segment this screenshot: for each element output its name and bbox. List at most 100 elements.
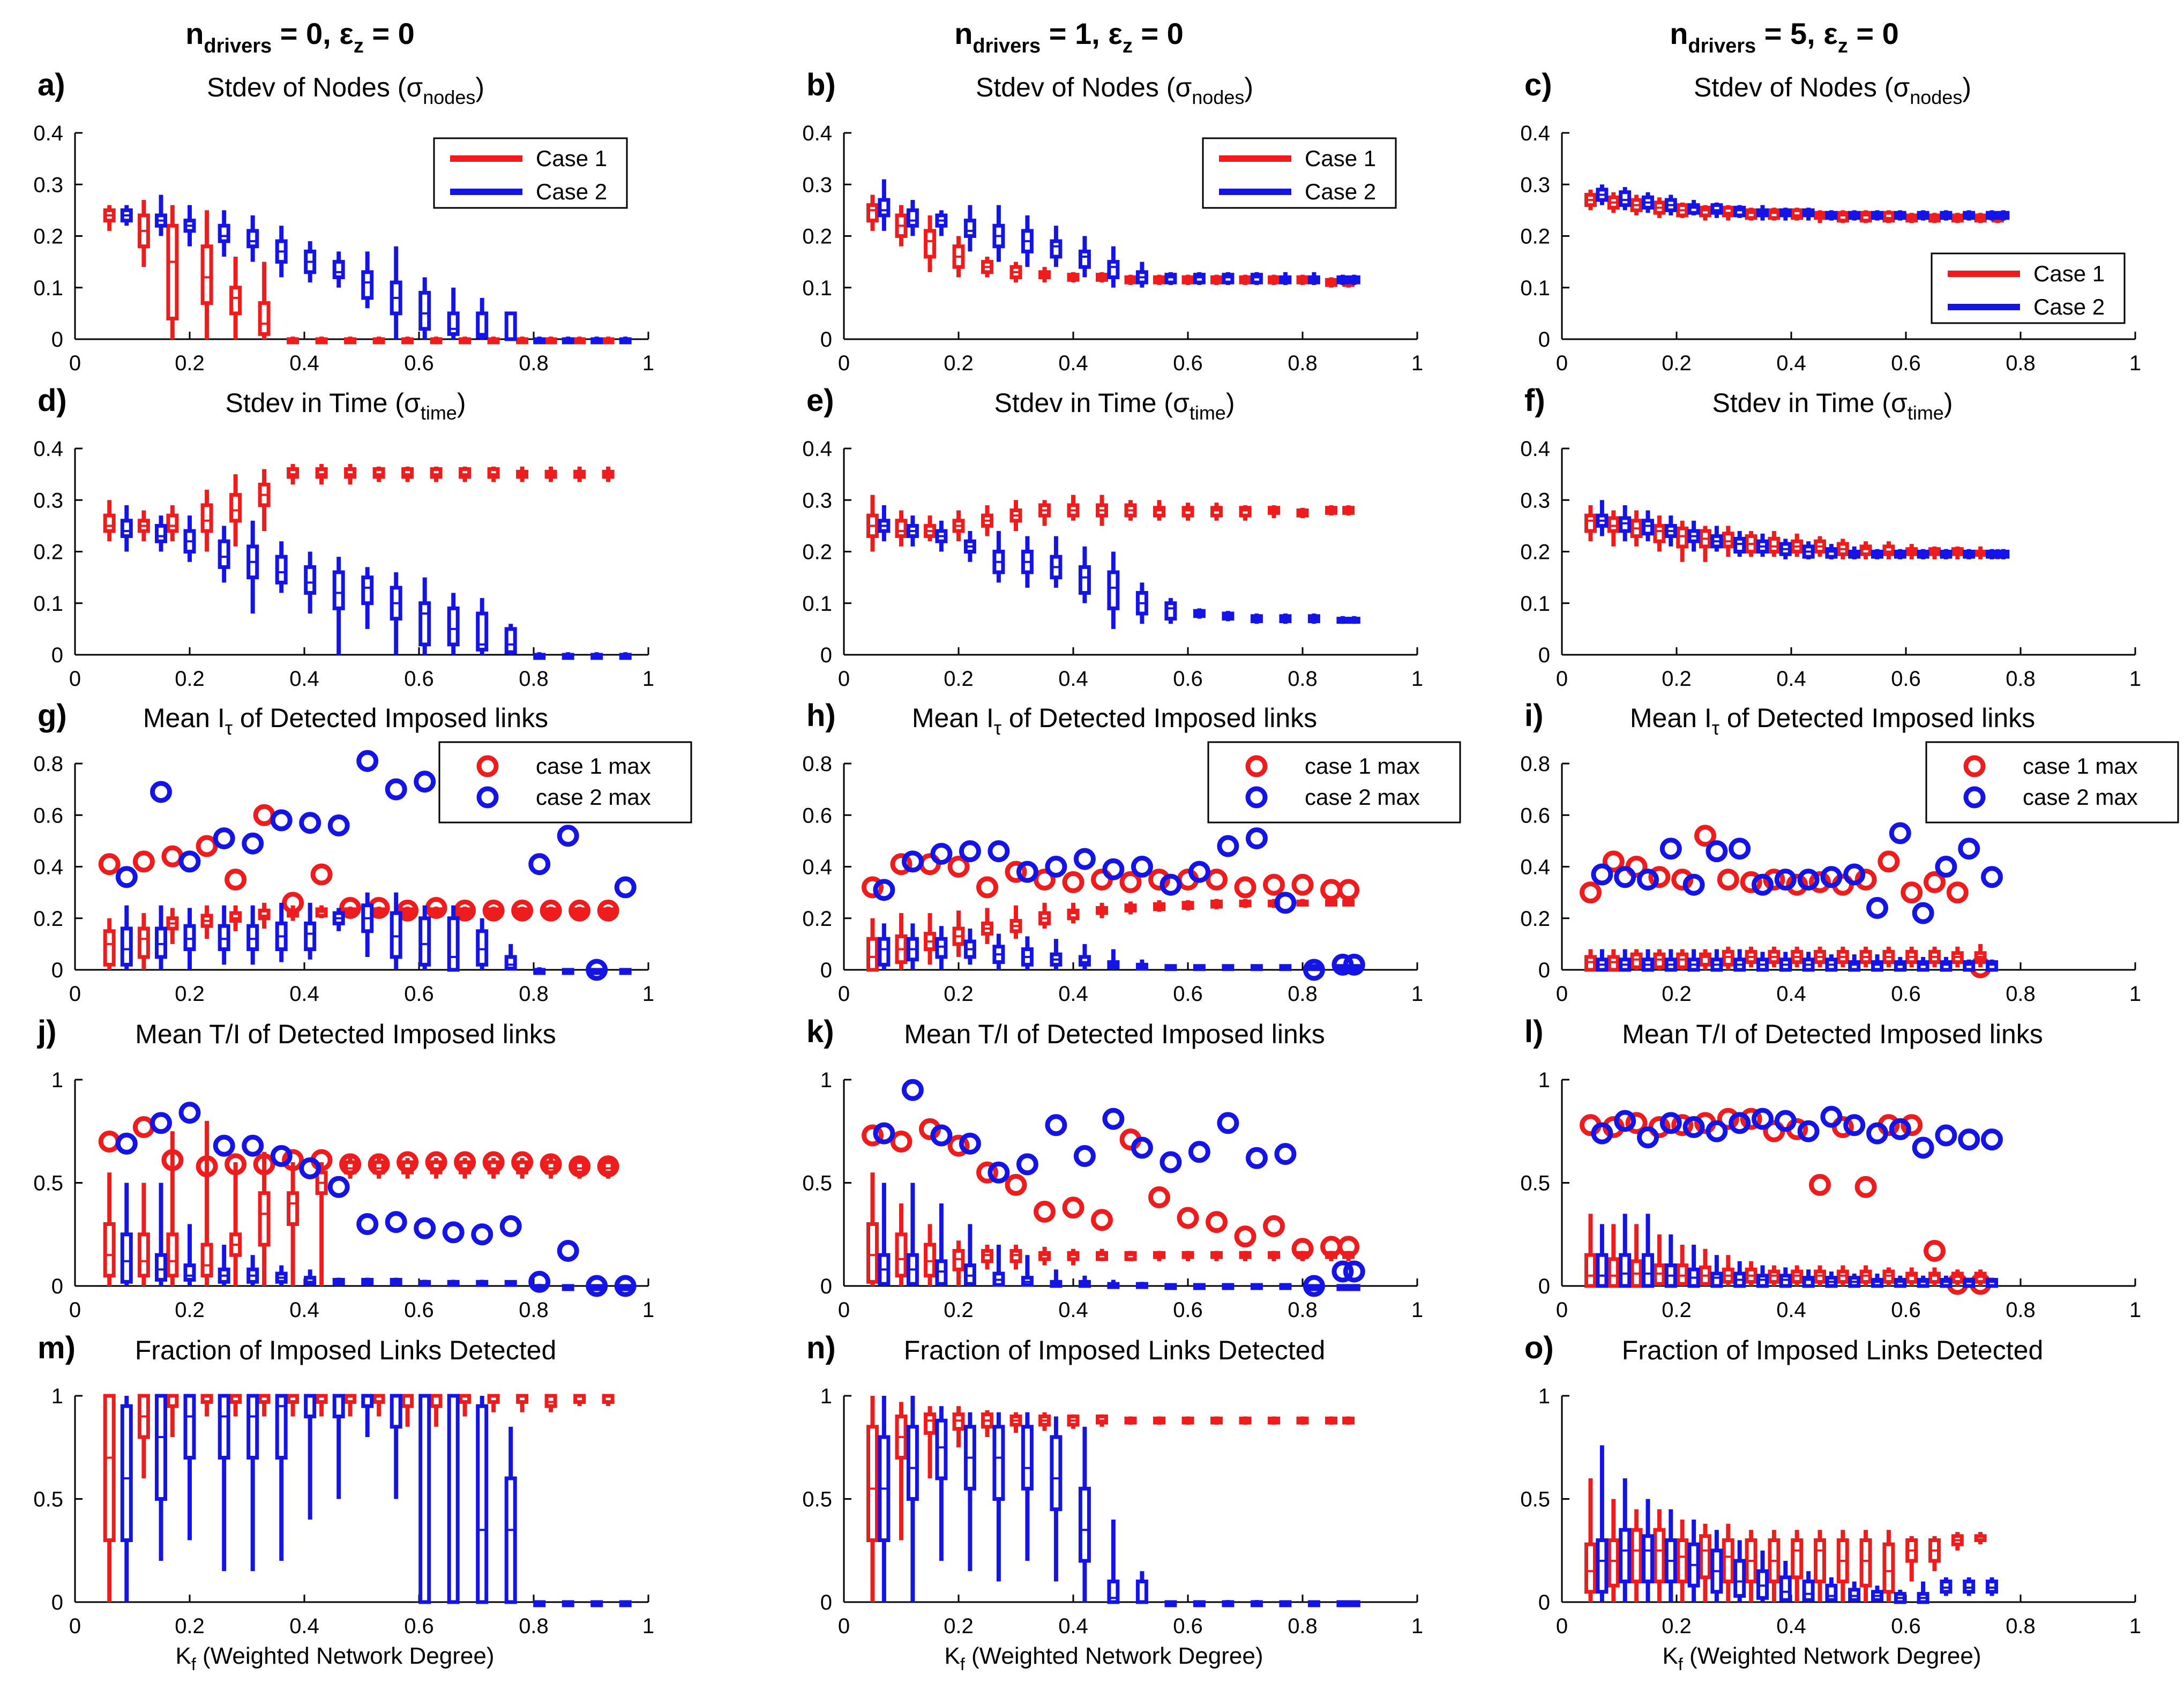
box-mark [1153, 274, 1165, 285]
series-case-1 [866, 1396, 1355, 1602]
box-mark [1687, 200, 1700, 215]
box-mark [1745, 1530, 1757, 1602]
box-mark [1699, 949, 1711, 970]
box [1021, 1425, 1034, 1491]
box-mark [1239, 899, 1252, 908]
x-tick-label: 0.8 [1288, 667, 1318, 691]
legend-label: Case 2 [2033, 294, 2105, 319]
box-mark [258, 469, 271, 531]
box-mark [1164, 598, 1177, 624]
box-mark [1768, 946, 1781, 968]
box-mark [246, 1255, 259, 1286]
box [304, 565, 317, 595]
box-mark [1124, 274, 1137, 285]
box-mark [1630, 1224, 1643, 1288]
box-mark [1928, 213, 1941, 223]
max-point [1337, 879, 1360, 901]
max-point [1005, 861, 1027, 883]
y-tick-label: 0.1 [802, 276, 832, 300]
box-mark [1664, 515, 1677, 547]
box-mark [544, 466, 557, 482]
box-mark [1342, 1416, 1355, 1425]
box-mark [361, 1394, 374, 1437]
x-tick-label: 0.4 [1058, 351, 1088, 375]
box [1687, 203, 1700, 215]
box [1107, 570, 1120, 610]
box [258, 301, 271, 336]
box-mark [1050, 536, 1063, 588]
box-mark [562, 1600, 574, 1607]
box-mark [137, 1183, 150, 1286]
x-tick-label: 0.4 [1058, 982, 1088, 1006]
panel-title: Mean T/I of Detected Imposed links [904, 1019, 1325, 1049]
box-mark [1067, 902, 1080, 924]
max-point [1671, 869, 1694, 891]
box-mark [1664, 195, 1677, 215]
box-mark [344, 336, 357, 345]
max-point [482, 899, 505, 922]
box-mark [344, 463, 357, 485]
box [476, 929, 489, 967]
x-tick-label: 0.6 [1173, 982, 1203, 1006]
box-mark [1607, 949, 1620, 972]
legend-label: Case 1 [536, 146, 607, 171]
box [447, 1394, 460, 1604]
box-mark [218, 905, 230, 965]
box-mark [924, 1406, 936, 1478]
box [1164, 601, 1177, 621]
series-case-2 [1591, 822, 2003, 972]
max-point [1740, 1108, 1762, 1130]
box-mark [1894, 549, 1906, 559]
box [332, 570, 345, 610]
box-mark [1997, 210, 2010, 221]
x-tick-label: 0 [69, 351, 81, 375]
max-point [425, 1151, 447, 1173]
max-point [569, 899, 591, 922]
y-tick-label: 0.3 [33, 173, 63, 197]
box-mark [1825, 544, 1838, 559]
box [246, 1394, 259, 1460]
max-point [947, 856, 970, 878]
box-mark [952, 236, 965, 278]
box-mark [1342, 505, 1355, 516]
max-point [1073, 848, 1096, 870]
max-point [1160, 873, 1182, 896]
box-mark [1009, 500, 1022, 531]
box-mark [1859, 541, 1872, 559]
box [1607, 1257, 1620, 1288]
box-mark [1210, 899, 1223, 909]
box-mark [1699, 526, 1711, 562]
box-mark [1687, 1520, 1700, 1602]
x-tick-label: 0 [1556, 667, 1568, 691]
max-point [282, 892, 304, 914]
box [1078, 565, 1091, 595]
max-point [1706, 1120, 1728, 1142]
box-mark [275, 541, 288, 593]
series-case-2 [1596, 184, 2010, 221]
box [418, 601, 431, 647]
box-mark [103, 205, 116, 231]
box-mark [1210, 1416, 1223, 1425]
series-case-1 [103, 1394, 615, 1602]
panel-title: Stdev in Time (σtime) [1712, 388, 1953, 424]
x-tick-label: 0.4 [1058, 1298, 1088, 1322]
max-point [1878, 850, 1900, 873]
series-case-1 [866, 195, 1355, 288]
box-mark [1222, 964, 1235, 971]
x-tick-label: 1 [1411, 1614, 1423, 1638]
box-mark [344, 1158, 357, 1179]
box [906, 208, 919, 228]
box [459, 467, 472, 479]
box-mark [1596, 1445, 1609, 1602]
max-point [397, 1151, 419, 1173]
box-mark [1222, 1283, 1235, 1290]
max-point [1591, 863, 1613, 886]
box-mark [1124, 1251, 1137, 1261]
x-tick-label: 0.8 [2006, 667, 2036, 691]
y-tick-label: 0.5 [33, 1172, 63, 1195]
x-tick-label: 0.4 [1776, 351, 1806, 375]
max-point [1682, 1116, 1705, 1139]
panel-letter: l) [1524, 1014, 1543, 1049]
box [200, 503, 213, 533]
box-mark [504, 624, 517, 655]
